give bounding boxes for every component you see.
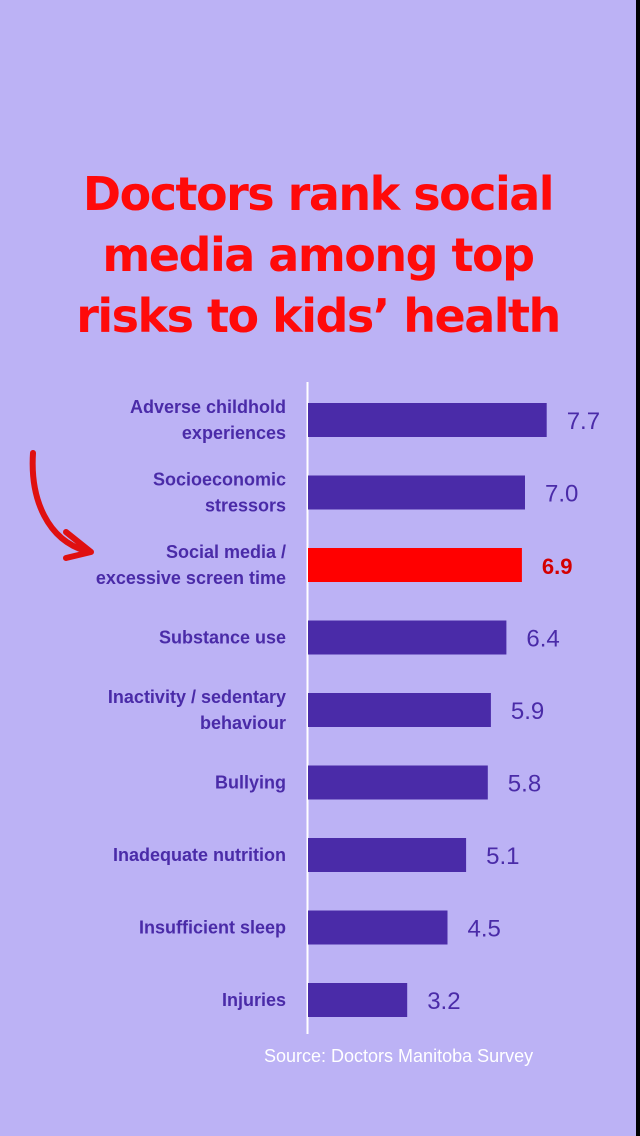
- category-label-line: Social media /: [166, 542, 286, 562]
- value-label-1: 7.0: [545, 481, 578, 508]
- bar-8: [308, 983, 408, 1017]
- category-label-1: Socioeconomic stressors: [153, 470, 286, 516]
- value-labels: 7.7 7.0 6.9 6.4 5.9 5.8 5.1 4.5 3.2: [427, 408, 600, 1015]
- bar-5: [308, 765, 488, 800]
- bar-3: [308, 620, 507, 655]
- value-label-0: 7.7: [567, 408, 600, 435]
- value-label-6: 5.1: [486, 843, 519, 870]
- category-label-2: Social media / excessive screen time: [96, 542, 286, 588]
- bar-4: [308, 693, 491, 727]
- category-label-8: Injuries: [222, 990, 286, 1010]
- bar-6: [308, 838, 467, 872]
- category-label-line: Socioeconomic: [153, 470, 286, 490]
- category-label-line: Adverse childhold: [130, 397, 286, 417]
- category-label-6: Inadequate nutrition: [113, 845, 286, 865]
- right-edge-border: [636, 0, 640, 1136]
- category-label-3: Substance use: [159, 628, 286, 648]
- value-label-3: 6.4: [526, 626, 559, 653]
- category-label-line: Insufficient sleep: [139, 918, 286, 938]
- category-label-line: Substance use: [159, 628, 286, 648]
- value-label-7: 4.5: [468, 916, 501, 943]
- title-line-1: Doctors rank social: [82, 167, 555, 221]
- category-label-7: Insufficient sleep: [139, 918, 286, 938]
- source-note: Source: Doctors Manitoba Survey: [264, 1046, 534, 1066]
- bar-7: [308, 910, 448, 945]
- category-label-4: Inactivity / sedentary behaviour: [108, 687, 286, 733]
- category-label-line: excessive screen time: [96, 568, 286, 588]
- title-line-3: risks to kids’ health: [76, 289, 561, 343]
- value-label-2: 6.9: [542, 554, 573, 579]
- category-label-line: Inactivity / sedentary: [108, 687, 286, 707]
- value-label-5: 5.8: [508, 771, 541, 798]
- category-labels: Adverse childhold experiences Socioeconomi…: [96, 397, 286, 1010]
- bar-group: [308, 403, 547, 1017]
- category-label-line: experiences: [182, 423, 286, 443]
- bar-2: [308, 548, 522, 582]
- value-label-4: 5.9: [511, 698, 544, 725]
- category-label-line: stressors: [205, 496, 286, 516]
- category-label-line: Bullying: [215, 773, 286, 793]
- category-label-line: Injuries: [222, 990, 286, 1010]
- value-label-8: 3.2: [427, 988, 460, 1015]
- arrow-head: [63, 529, 94, 561]
- category-label-0: Adverse childhold experiences: [130, 397, 286, 443]
- bar-1: [308, 475, 525, 510]
- chart-title: Doctors rank social media among top risk…: [0, 164, 636, 347]
- category-label-line: behaviour: [200, 713, 286, 733]
- title-line-2: media among top: [102, 228, 535, 282]
- curved-arrow-icon: [29, 450, 89, 554]
- category-label-5: Bullying: [215, 773, 286, 793]
- bar-0: [308, 403, 547, 437]
- category-label-line: Inadequate nutrition: [113, 845, 286, 865]
